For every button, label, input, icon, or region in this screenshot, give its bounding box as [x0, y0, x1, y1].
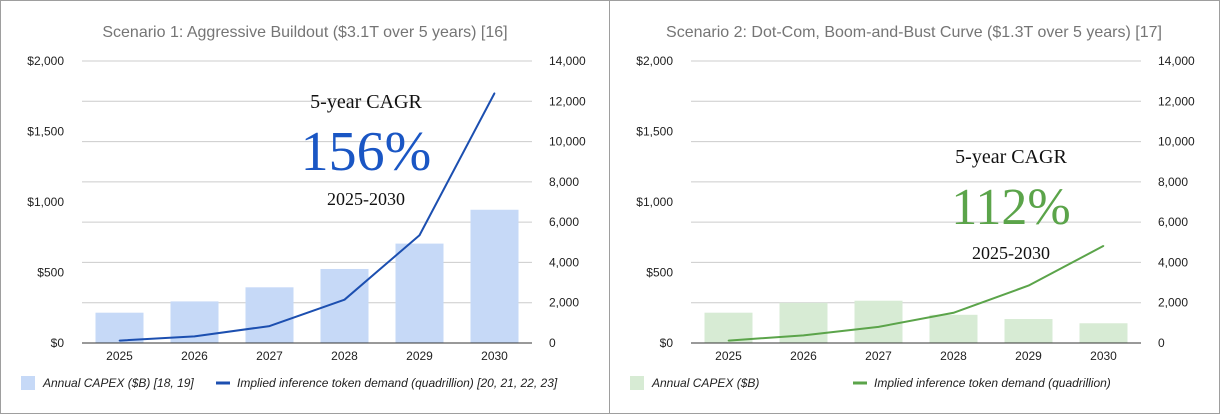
left-axis-tick-label: $500: [646, 266, 673, 280]
x-axis-tick-label: 2030: [481, 349, 508, 363]
right-axis-tick-label: 14,000: [549, 54, 586, 68]
scenario-2-panel: Scenario 2: Dot-Com, Boom-and-Bust Curve…: [609, 0, 1220, 414]
token-demand-point: [1102, 245, 1105, 247]
left-axis-tick-label: $0: [51, 336, 65, 350]
capex-bar: [95, 312, 144, 343]
right-axis-tick-label: 10,000: [1158, 135, 1195, 149]
token-demand-point: [343, 298, 346, 301]
x-axis-tick-label: 2027: [865, 349, 892, 363]
cagr-range: 2025-2030: [972, 243, 1050, 263]
right-axis-tick-label: 12,000: [1158, 94, 1195, 108]
capex-bar: [470, 209, 519, 343]
cagr-value: 156%: [301, 121, 432, 183]
legend-bar-swatch: [630, 376, 644, 390]
left-axis-tick-label: $500: [37, 266, 64, 280]
right-axis-tick-label: 2,000: [549, 296, 579, 310]
token-demand-point: [418, 234, 421, 237]
right-axis-tick-label: 2,000: [1158, 296, 1188, 310]
x-axis-tick-label: 2030: [1090, 349, 1117, 363]
capex-bar: [245, 287, 294, 343]
chart-title: Scenario 1: Aggressive Buildout ($3.1T o…: [102, 24, 507, 41]
left-axis-tick-label: $1,500: [27, 125, 64, 139]
cagr-label: 5-year CAGR: [955, 146, 1067, 168]
panel-frame: [609, 0, 1220, 414]
right-axis-tick-label: 10,000: [549, 135, 586, 149]
cagr-value: 112%: [951, 179, 1070, 236]
token-demand-line: [119, 92, 496, 342]
right-axis-tick-label: 8,000: [1158, 175, 1188, 189]
left-axis-tick-label: $0: [660, 336, 674, 350]
capex-bar: [704, 312, 753, 343]
chart-title: Scenario 2: Dot-Com, Boom-and-Bust Curve…: [666, 24, 1162, 41]
x-axis-tick-label: 2028: [940, 349, 967, 363]
x-axis-tick-label: 2026: [790, 349, 817, 363]
capex-bar: [929, 314, 978, 343]
x-axis-tick-label: 2025: [106, 349, 133, 363]
panel-frame: [0, 0, 611, 414]
legend-line-label: Implied inference token demand (quadrill…: [874, 376, 1111, 390]
cagr-range: 2025-2030: [327, 189, 405, 209]
x-axis-tick-label: 2027: [256, 349, 283, 363]
right-axis-tick-label: 0: [549, 336, 556, 350]
token-demand-point: [118, 339, 121, 342]
scenario-1-panel: Scenario 1: Aggressive Buildout ($3.1T o…: [0, 0, 611, 414]
right-axis-tick-label: 14,000: [1158, 54, 1195, 68]
cagr-label: 5-year CAGR: [310, 91, 422, 113]
left-axis-tick-label: $1,000: [636, 195, 673, 209]
right-axis-tick-label: 6,000: [549, 215, 579, 229]
token-demand-point: [193, 335, 196, 338]
token-demand-point: [1027, 284, 1030, 287]
x-axis-tick-label: 2026: [181, 349, 208, 363]
x-axis-tick-label: 2025: [715, 349, 742, 363]
right-axis-tick-label: 8,000: [549, 175, 579, 189]
token-demand-point: [877, 326, 880, 328]
legend-bar-swatch: [21, 376, 35, 390]
token-demand-point: [952, 311, 955, 314]
legend-bar-label: Annual CAPEX ($B): [651, 376, 759, 390]
right-axis-tick-label: 4,000: [1158, 255, 1188, 269]
legend-line-label: Implied inference token demand (quadrill…: [237, 376, 558, 390]
right-axis-tick-label: 12,000: [549, 94, 586, 108]
capex-bar: [1079, 323, 1128, 343]
x-axis-tick-label: 2029: [406, 349, 433, 363]
capex-bar: [854, 300, 903, 343]
x-axis-tick-label: 2029: [1015, 349, 1042, 363]
token-demand-point: [268, 325, 271, 327]
token-demand-point: [493, 92, 496, 95]
right-axis-tick-label: 6,000: [1158, 215, 1188, 229]
left-axis-tick-label: $2,000: [636, 54, 673, 68]
token-demand-point: [727, 339, 730, 342]
capex-bar: [395, 243, 444, 343]
right-axis-tick-label: 0: [1158, 336, 1165, 350]
x-axis-tick-label: 2028: [331, 349, 358, 363]
left-axis-tick-label: $1,500: [636, 125, 673, 139]
capex-bar: [1004, 319, 1053, 343]
left-axis-tick-label: $1,000: [27, 195, 64, 209]
token-demand-line: [728, 245, 1104, 342]
left-axis-tick-label: $2,000: [27, 54, 64, 68]
legend-bar-label: Annual CAPEX ($B) [18, 19]: [42, 376, 194, 390]
token-demand-point: [802, 334, 805, 337]
right-axis-tick-label: 4,000: [549, 255, 579, 269]
